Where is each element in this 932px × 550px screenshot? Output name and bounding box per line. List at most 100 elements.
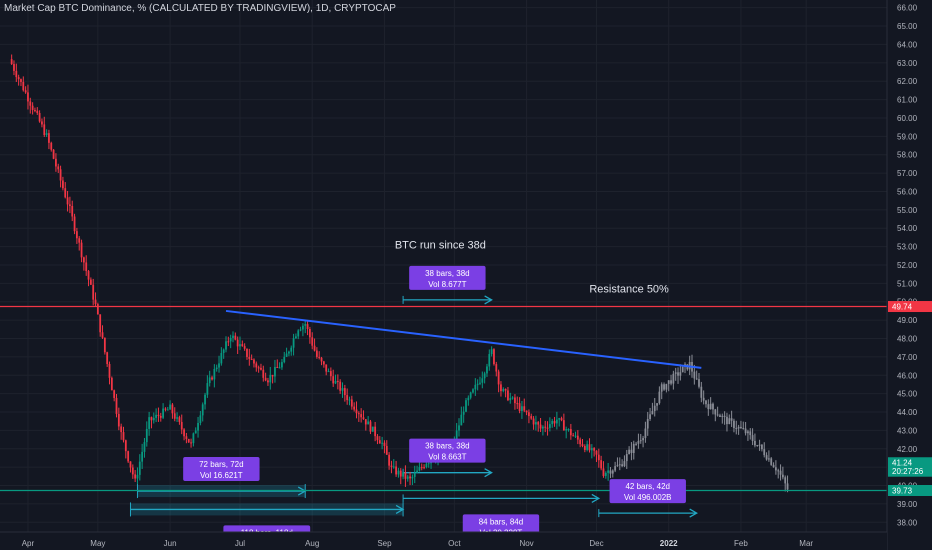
candle-body: [206, 383, 209, 395]
candle-body: [455, 430, 458, 442]
candle-body: [364, 419, 367, 425]
candle-body: [27, 92, 29, 102]
date-range-label-box: [609, 479, 686, 504]
candle-body: [313, 345, 316, 351]
candle-body: [744, 428, 747, 434]
candle-body: [630, 449, 633, 453]
date-range-label: 38 bars, 38d Vol 8.677T: [409, 265, 486, 290]
candle-body: [597, 454, 600, 461]
date-range-arrow: [484, 295, 493, 305]
candle-body: [59, 169, 62, 181]
candle-body: [639, 440, 642, 442]
candle-body: [187, 438, 190, 443]
candle-body: [677, 372, 679, 376]
candle-body: [45, 133, 48, 135]
candle-body: [117, 413, 120, 427]
date-range-measure[interactable]: [598, 508, 698, 518]
candle-body: [495, 364, 498, 372]
candle-body: [765, 455, 768, 460]
candle-body: [89, 279, 92, 285]
date-range-measure[interactable]: [402, 295, 493, 305]
candle-body: [15, 70, 18, 78]
candle-body: [381, 442, 384, 444]
price-tick-label: 66.00: [897, 4, 918, 13]
candle-body: [402, 472, 404, 477]
date-range-measure[interactable]: [402, 493, 601, 503]
candle-body: [411, 476, 414, 479]
candle-body: [774, 467, 777, 471]
candle-body: [509, 398, 512, 401]
candle-body: [574, 435, 577, 437]
time-tick-label: Mar: [799, 539, 813, 548]
candle-body: [511, 397, 514, 399]
candle-body: [80, 242, 83, 258]
candle-body: [96, 304, 99, 315]
time-tick-label: May: [90, 539, 105, 548]
annotation-text: BTC run since 38d: [395, 239, 486, 251]
trend-line[interactable]: [225, 309, 702, 369]
candle-body: [481, 378, 484, 383]
candle-body: [740, 426, 742, 429]
candle-body: [632, 443, 635, 453]
price-tick-label: 63.00: [897, 59, 918, 68]
candle-body: [218, 363, 220, 368]
candle-body: [171, 404, 174, 414]
candle-body: [623, 461, 626, 467]
candle-body: [38, 113, 41, 122]
candle-body: [523, 406, 526, 411]
candle-body: [246, 348, 248, 357]
time-axis[interactable]: Apr May Jun Jul Aug Sep Oct Nov Dec 2022 Feb Mar: [0, 531, 887, 550]
candle-body: [180, 421, 183, 430]
candle-body: [243, 346, 246, 349]
candle-body: [283, 356, 286, 363]
drawn-lines[interactable]: [0, 305, 887, 492]
date-range-arrow: [395, 504, 405, 514]
candle-body: [103, 337, 106, 353]
candle-body: [127, 451, 130, 462]
price-tick-label: 38.00: [897, 518, 918, 527]
candle-body: [572, 435, 575, 437]
candle-body: [150, 417, 153, 421]
candle-body: [493, 349, 495, 365]
candle-body: [57, 166, 60, 170]
price-axis[interactable]: 38.0039.0040.0041.0042.0043.0044.0045.00…: [886, 0, 932, 550]
candle-body: [507, 390, 509, 401]
price-label-box: [888, 301, 932, 313]
candle-body: [367, 421, 370, 425]
date-range-label-box: [409, 438, 486, 463]
candle-body: [315, 350, 318, 357]
candle-body: [113, 390, 116, 398]
candle-body: [250, 358, 253, 360]
candle-body: [586, 444, 589, 450]
candle-body: [169, 404, 171, 410]
candle-body: [71, 205, 74, 217]
date-range-measure[interactable]: [129, 502, 405, 517]
candle-body: [148, 417, 151, 429]
candle-body: [604, 472, 607, 476]
price-tick-label: 51.00: [897, 279, 918, 288]
candle-body: [674, 372, 677, 374]
candle-body: [115, 397, 118, 414]
candle-body: [208, 377, 211, 384]
price-tick-label: 62.00: [897, 77, 918, 86]
candle-body: [48, 133, 50, 143]
candle-body: [399, 470, 402, 477]
candle-body: [472, 389, 474, 393]
candle-body: [658, 391, 661, 404]
price-label-box: [888, 485, 932, 497]
candle-body: [329, 371, 332, 377]
candle-body: [190, 442, 192, 444]
candle-body: [707, 404, 710, 410]
candle-body: [213, 368, 216, 380]
candle-body: [288, 351, 290, 354]
candle-body: [646, 418, 649, 429]
time-tick-label: Aug: [305, 539, 319, 548]
date-range-label-box: [183, 457, 260, 482]
candle-body: [635, 443, 637, 445]
candle-body: [66, 197, 69, 205]
candle-body: [232, 335, 234, 338]
candle-body: [618, 464, 621, 466]
date-range-measures[interactable]: [129, 295, 698, 518]
candle-body: [222, 349, 225, 354]
